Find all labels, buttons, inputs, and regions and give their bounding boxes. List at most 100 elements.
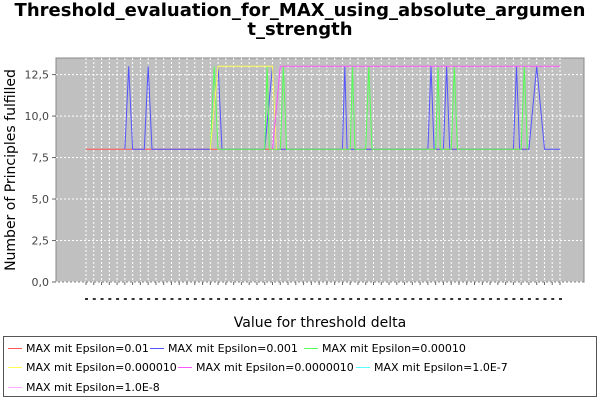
x-tick-label <box>263 298 267 300</box>
x-axis-label: Value for threshold delta <box>234 315 406 331</box>
x-tick-label <box>411 298 415 300</box>
x-tick-label <box>178 298 182 300</box>
legend-swatch <box>150 347 164 349</box>
x-tick-label <box>520 298 524 300</box>
chart-title-line-1: Threshold_evaluation_for_MAX_using_absol… <box>14 0 586 21</box>
x-tick-label <box>294 298 298 300</box>
x-tick-label <box>217 298 221 300</box>
legend-swatch <box>8 386 22 388</box>
legend-item: MAX mit Epsilon=1.0E-8 <box>8 382 160 394</box>
y-axis: 0,0 2,5 5,0 7,5 10,0 12,5 <box>25 69 56 289</box>
legend-label: MAX mit Epsilon=0.0000010 <box>196 361 354 374</box>
x-tick-label <box>85 298 88 300</box>
legend-item: MAX mit Epsilon=1.0E-7 <box>356 362 508 374</box>
x-tick-label <box>512 298 516 300</box>
legend-label: MAX mit Epsilon=0.000010 <box>26 361 177 374</box>
x-tick-label <box>504 298 508 300</box>
legend: MAX mit Epsilon=0.01 MAX mit Epsilon=0.00… <box>3 336 597 397</box>
plot-area <box>55 57 585 283</box>
x-tick-label <box>543 298 547 300</box>
x-tick-label <box>395 298 399 300</box>
x-tick-label <box>559 298 562 300</box>
x-tick-label <box>450 298 454 300</box>
legend-item: MAX mit Epsilon=0.00010 <box>304 343 466 355</box>
legend-label: MAX mit Epsilon=1.0E-7 <box>374 361 508 374</box>
x-tick-label <box>318 298 322 300</box>
legend-swatch <box>8 366 22 368</box>
x-tick-label <box>271 298 275 300</box>
series-line-4 <box>209 65 277 150</box>
x-tick-label <box>186 298 190 300</box>
x-tick-label <box>92 298 96 300</box>
x-tick-label <box>302 298 306 300</box>
x-tick-label <box>364 298 368 300</box>
chart-title: Threshold_evaluation_for_MAX_using_absol… <box>0 2 600 40</box>
x-tick-label <box>240 298 244 300</box>
x-tick-label <box>108 298 112 300</box>
x-tick-label <box>403 298 407 300</box>
x-tick-label <box>496 298 500 300</box>
legend-item: MAX mit Epsilon=0.001 <box>150 343 298 355</box>
x-tick-label <box>481 298 485 300</box>
legend-label: MAX mit Epsilon=0.001 <box>168 342 298 355</box>
x-tick-label <box>100 298 104 300</box>
legend-swatch <box>8 347 22 349</box>
x-tick-label <box>341 298 345 300</box>
y-tick-label: 2,5 <box>32 235 50 248</box>
x-tick-label <box>248 298 252 300</box>
legend-swatch <box>178 366 192 368</box>
x-tick-label <box>426 298 430 300</box>
y-tick-label: 0,0 <box>32 276 50 289</box>
x-tick-label <box>551 298 555 300</box>
x-tick-label <box>380 298 384 300</box>
x-tick-label <box>388 298 392 300</box>
y-tick-label: 12,5 <box>25 69 50 82</box>
legend-item: MAX mit Epsilon=0.01 <box>8 343 149 355</box>
x-tick-label <box>131 298 135 300</box>
x-tick-label <box>457 298 461 300</box>
x-tick-label <box>193 298 197 300</box>
x-tick-label <box>349 298 353 300</box>
x-tick-label <box>535 298 539 300</box>
y-tick-label: 5,0 <box>32 193 50 206</box>
legend-swatch <box>304 347 318 349</box>
grid-lines <box>56 58 584 283</box>
x-tick-label <box>255 298 259 300</box>
chart-title-line-2: t_strength <box>247 19 353 40</box>
x-tick-label <box>224 298 228 300</box>
series-layer <box>86 65 560 150</box>
x-axis <box>85 282 562 300</box>
legend-swatch <box>356 366 370 368</box>
x-tick-label <box>419 298 423 300</box>
line-chart: 0,0 2,5 5,0 7,5 10,0 12,5 Value for threshold… <box>3 57 585 331</box>
x-tick-label <box>527 298 531 300</box>
x-tick-label <box>356 298 360 300</box>
legend-label: MAX mit Epsilon=0.00010 <box>322 342 466 355</box>
x-tick-label <box>489 298 493 300</box>
x-tick-label <box>232 298 236 300</box>
y-tick-label: 10,0 <box>25 110 50 123</box>
legend-item: MAX mit Epsilon=0.000010 <box>8 362 177 374</box>
x-tick-label <box>442 298 446 300</box>
x-tick-label <box>434 298 438 300</box>
x-tick-label <box>333 298 337 300</box>
legend-label: MAX mit Epsilon=0.01 <box>26 342 149 355</box>
x-tick-label <box>279 298 283 300</box>
y-axis-label: Number of Principles fulfilled <box>3 69 19 271</box>
y-tick-label: 7,5 <box>32 152 50 165</box>
x-tick-label <box>123 298 127 300</box>
x-tick-label <box>147 298 151 300</box>
x-tick-label <box>139 298 143 300</box>
x-tick-label <box>116 298 120 300</box>
series-line-5 <box>272 65 560 150</box>
legend-item: MAX mit Epsilon=0.0000010 <box>178 362 354 374</box>
x-tick-label <box>209 298 213 300</box>
x-tick-label <box>310 298 314 300</box>
x-tick-label <box>201 298 205 300</box>
legend-label: MAX mit Epsilon=1.0E-8 <box>26 381 160 394</box>
x-tick-label <box>154 298 158 300</box>
x-tick-label <box>372 298 376 300</box>
x-tick-label <box>325 298 329 300</box>
x-tick-label <box>473 298 477 300</box>
x-tick-label <box>162 298 166 300</box>
